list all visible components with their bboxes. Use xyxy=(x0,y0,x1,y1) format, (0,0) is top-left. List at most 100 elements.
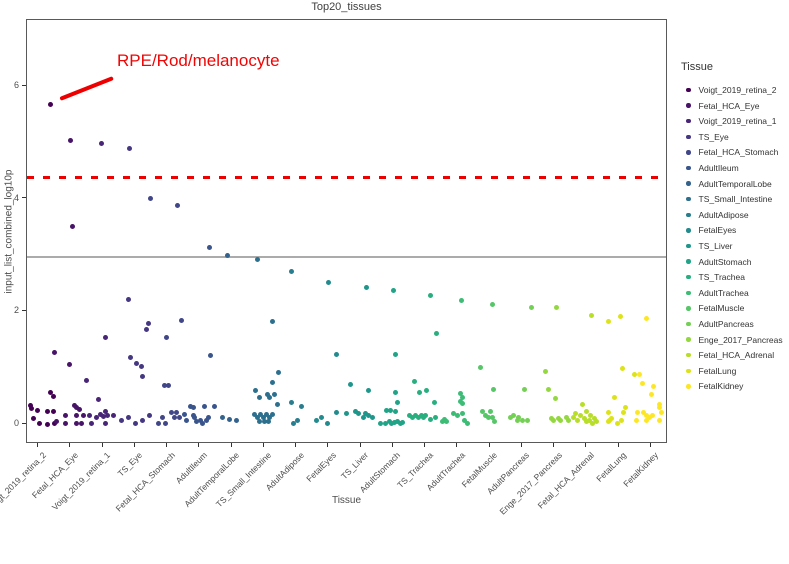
data-point xyxy=(387,407,393,413)
y-tick-mark xyxy=(22,309,26,311)
data-point xyxy=(182,412,188,418)
data-point xyxy=(174,410,179,416)
data-point xyxy=(88,420,94,426)
x-tick-mark xyxy=(553,443,554,447)
data-point xyxy=(459,298,465,304)
data-point xyxy=(160,415,165,421)
data-point xyxy=(656,402,662,408)
data-point xyxy=(133,360,139,366)
data-point xyxy=(177,415,182,421)
data-point xyxy=(432,400,437,406)
legend-color-dot xyxy=(686,165,691,171)
data-point xyxy=(233,417,239,423)
data-point xyxy=(206,415,212,421)
data-point xyxy=(611,394,617,400)
legend-item: AdultAdipose xyxy=(680,208,749,221)
data-point xyxy=(419,412,424,418)
data-point xyxy=(97,412,103,418)
data-point xyxy=(254,257,260,263)
data-point xyxy=(521,386,527,392)
legend-item-label: FetalLung xyxy=(698,365,737,376)
data-point xyxy=(163,420,168,426)
data-point xyxy=(460,400,466,406)
data-point xyxy=(271,391,277,397)
data-point xyxy=(31,415,36,421)
x-tick-mark xyxy=(488,443,490,447)
x-tick-mark xyxy=(649,443,651,447)
x-tick-mark xyxy=(520,443,522,447)
data-point xyxy=(363,284,369,290)
data-point xyxy=(631,372,637,378)
plot-window: { "chart_data": { "type": "scatter", "ti… xyxy=(0,1,783,517)
data-point xyxy=(138,364,144,370)
data-point xyxy=(477,364,483,370)
data-point xyxy=(573,410,579,416)
y-tick-label: 0 xyxy=(13,418,19,428)
data-point xyxy=(100,413,106,419)
data-point xyxy=(156,420,161,426)
x-tick-mark xyxy=(456,443,458,447)
legend-color-dot xyxy=(686,259,691,264)
legend-item: TS_Eye xyxy=(680,130,729,143)
legend-color-dot xyxy=(686,352,691,358)
data-point xyxy=(219,415,225,421)
data-point xyxy=(44,409,50,415)
data-point xyxy=(656,417,662,423)
data-point xyxy=(399,419,405,425)
data-point xyxy=(605,318,611,324)
legend-item: FetalMuscle xyxy=(680,302,744,315)
data-point xyxy=(543,369,548,375)
data-point xyxy=(639,381,645,387)
legend-color-dot xyxy=(686,196,691,202)
legend-item-label: AdultIleum xyxy=(698,163,739,173)
data-point xyxy=(465,420,471,426)
data-point xyxy=(47,102,53,108)
y-tick-label: 4 xyxy=(13,192,19,203)
data-point xyxy=(369,415,375,421)
data-point xyxy=(110,412,116,418)
data-point xyxy=(510,413,516,419)
data-point xyxy=(620,409,626,415)
data-point xyxy=(648,391,654,397)
legend-item-label: Fetal_HCA_Adrenal xyxy=(698,350,775,361)
data-point xyxy=(261,419,267,425)
legend-item: AdultPancreas xyxy=(680,318,754,331)
legend-item-label: TS_Eye xyxy=(698,131,729,142)
x-tick-mark xyxy=(295,443,296,447)
legend-item: FetalKidney xyxy=(680,380,743,393)
x-tick-mark xyxy=(327,443,329,447)
data-point xyxy=(166,383,171,389)
data-point xyxy=(52,350,58,356)
x-tick-mark xyxy=(166,443,167,447)
data-point xyxy=(410,415,415,421)
legend-item-label: FetalMuscle xyxy=(698,303,745,314)
legend-item-label: Fetal_HCA_Stomach xyxy=(698,147,779,158)
data-point xyxy=(392,352,398,358)
data-point xyxy=(656,405,662,411)
data-point xyxy=(460,394,466,400)
data-point xyxy=(451,410,457,416)
legend-item-label: AdultAdipose xyxy=(698,209,749,220)
data-point xyxy=(269,412,275,418)
legend-item: TS_Liver xyxy=(680,240,733,253)
legend-color-dot xyxy=(686,306,691,311)
data-point xyxy=(35,407,40,413)
data-point xyxy=(251,412,257,418)
x-tick-mark xyxy=(37,443,38,447)
data-point xyxy=(212,403,218,409)
y-tick-label: 2 xyxy=(13,305,19,316)
data-point xyxy=(580,401,586,407)
data-point xyxy=(188,404,194,410)
data-point xyxy=(514,417,520,423)
data-point xyxy=(256,418,262,424)
data-point xyxy=(558,418,563,424)
data-point xyxy=(444,418,450,424)
data-point xyxy=(254,414,260,420)
x-tick-mark xyxy=(359,443,361,447)
data-point xyxy=(289,400,294,406)
data-point xyxy=(394,419,400,425)
legend-color-dot xyxy=(686,103,691,108)
legend-item: AdultTemporalLobe xyxy=(680,177,772,190)
data-point xyxy=(274,402,280,408)
data-point xyxy=(79,420,85,426)
